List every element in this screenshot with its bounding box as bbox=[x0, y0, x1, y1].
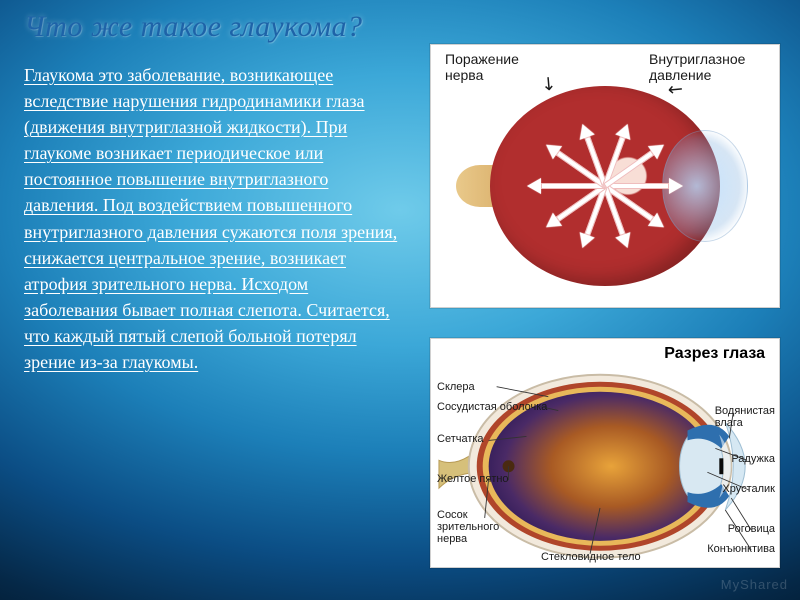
anatomy-label: Сосокзрительногонерва bbox=[437, 509, 499, 545]
anatomy-label: Стекловидное тело bbox=[541, 551, 641, 563]
fig1-caption-left: Поражение нерва bbox=[445, 51, 555, 83]
anatomy-label: Хрусталик bbox=[722, 483, 775, 495]
watermark-text: MyShared bbox=[721, 577, 788, 592]
body-text: Глаукома это заболевание, возникающее вс… bbox=[24, 62, 404, 375]
slide: Что же такое глаукома? Глаукома это забо… bbox=[0, 0, 800, 600]
anatomy-label: Роговица bbox=[728, 523, 775, 535]
slide-title: Что же такое глаукома? bbox=[24, 10, 362, 44]
anatomy-label: Конъюнктива bbox=[707, 543, 775, 555]
anatomy-label: Склера bbox=[437, 381, 475, 393]
figure-eye-pressure: Поражение нерва Внутриглазное давление ↘… bbox=[430, 44, 780, 308]
fig1-caption-right: Внутриглазное давление bbox=[649, 51, 769, 83]
figure-eye-cross-section: Разрез глаза bbox=[430, 338, 780, 568]
anatomy-label: Радужка bbox=[731, 453, 775, 465]
anatomy-label: Водянистаявлага bbox=[715, 405, 775, 429]
anatomy-label: Сетчатка bbox=[437, 433, 484, 445]
anatomy-label: Сосудистая оболочка bbox=[437, 401, 547, 413]
eye-graphic bbox=[490, 86, 720, 286]
anatomy-label: Желтое пятно bbox=[437, 473, 509, 485]
